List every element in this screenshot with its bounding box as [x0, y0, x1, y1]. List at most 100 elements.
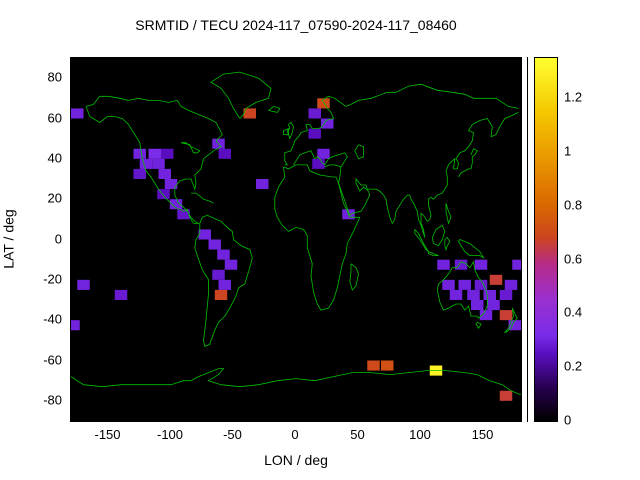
- coastline: [338, 112, 519, 238]
- tecu-cell: [308, 108, 321, 119]
- tecu-cell: [198, 229, 211, 240]
- coastline: [71, 368, 521, 396]
- x-tick-label: -50: [223, 427, 242, 442]
- x-tick-label: 150: [471, 427, 494, 442]
- tecu-cell: [454, 259, 468, 270]
- coastline: [354, 144, 364, 160]
- y-axis-label: LAT / deg: [1, 208, 18, 269]
- coastline: [180, 142, 201, 154]
- colorbar-tick-label: 1: [564, 143, 572, 159]
- tecu-cell: [449, 289, 463, 300]
- tecu-cell: [77, 279, 90, 290]
- tecu-cell: [508, 320, 521, 331]
- tecu-cell: [169, 199, 183, 210]
- tecu-cell: [114, 289, 128, 300]
- colorbar-tick-label: 0.2: [564, 358, 583, 374]
- colorbar-tick-label: 0: [564, 412, 572, 428]
- colorbar: [534, 57, 558, 422]
- tecu-cell: [479, 310, 493, 321]
- tecu-cell: [308, 128, 321, 139]
- tecu-cell: [214, 289, 228, 300]
- coastline: [284, 83, 519, 166]
- tecu-cell: [152, 158, 165, 169]
- coastline: [431, 224, 446, 247]
- x-tick-label: -150: [94, 427, 121, 442]
- coastline: [444, 236, 451, 251]
- coastline: [445, 203, 452, 225]
- y-tick-label: 60: [47, 110, 62, 125]
- colorbar-tick-label: 0.6: [564, 251, 583, 267]
- tecu-cell: [71, 320, 80, 331]
- x-tick-label: 0: [291, 427, 299, 442]
- tecu-cell: [208, 239, 221, 250]
- coastline: [283, 128, 289, 135]
- tecu-cell: [161, 148, 174, 159]
- coastline: [286, 121, 294, 139]
- coastline: [210, 71, 272, 119]
- tecu-cell: [312, 158, 325, 169]
- y-tick-label: 20: [47, 190, 62, 206]
- tecu-cell: [177, 209, 190, 220]
- coastline: [268, 105, 281, 113]
- tecu-cell: [474, 259, 488, 270]
- tecu-cell: [483, 289, 496, 300]
- tecu-cell: [243, 108, 256, 119]
- tecu-cell: [256, 179, 269, 190]
- tecu-cell: [367, 360, 380, 371]
- coastline: [436, 260, 488, 319]
- coastline: [349, 263, 359, 291]
- y-tick-label: -80: [43, 392, 62, 408]
- world-map-canvas: [71, 71, 521, 401]
- tecu-cell: [487, 300, 500, 311]
- tecu-cell: [458, 279, 471, 290]
- tecu-cell: [139, 158, 153, 169]
- tecu-cell: [164, 179, 178, 190]
- tecu-cell: [317, 148, 330, 159]
- x-tick-label: -100: [156, 427, 184, 442]
- tecu-cell: [218, 148, 231, 159]
- tecu-cell: [512, 259, 521, 270]
- tecu-cell: [499, 310, 513, 321]
- tecu-cell: [217, 249, 230, 260]
- y-tick-label: -60: [43, 352, 62, 367]
- tecu-cell: [317, 98, 330, 109]
- y-tick-label: -40: [43, 311, 62, 327]
- coastline: [428, 251, 439, 257]
- tecu-cell: [442, 279, 455, 290]
- map-plot-area: [70, 57, 522, 422]
- tecu-cell: [158, 168, 171, 179]
- tecu-cell: [133, 148, 146, 159]
- tecu-cell: [489, 274, 503, 285]
- y-tick-label: -20: [43, 271, 62, 287]
- y-tick-label: 80: [47, 69, 62, 85]
- tecu-cell: [157, 189, 170, 200]
- tecu-cell: [218, 279, 231, 290]
- tecu-cell: [133, 168, 146, 179]
- tecu-cell: [148, 148, 161, 159]
- x-tick-label: 50: [350, 427, 365, 442]
- x-tick-label: 100: [409, 427, 431, 442]
- coastline: [414, 229, 429, 252]
- tecu-cell: [499, 289, 513, 300]
- tecu-cell: [437, 259, 450, 270]
- tecu-cell: [504, 279, 518, 290]
- coastline: [475, 321, 482, 329]
- colorbar-tick-label: 1.2: [564, 89, 583, 105]
- tecu-cell: [212, 269, 225, 280]
- tecu-cell: [224, 259, 238, 270]
- y-tick-label: 40: [47, 150, 62, 166]
- coastline: [191, 192, 214, 204]
- colorbar-tick-label: 0.4: [564, 304, 583, 320]
- tecu-cell: [71, 108, 84, 119]
- tecu-cell: [471, 300, 484, 311]
- chart-title: SRMTID / TECU 2024-117_07590-2024-117_08…: [135, 17, 457, 33]
- tecu-cell: [381, 360, 394, 371]
- coastline: [293, 150, 348, 168]
- tecu-cell: [467, 289, 480, 300]
- coastline: [503, 307, 518, 333]
- tecu-cell: [499, 390, 513, 401]
- x-axis-label: LON / deg: [264, 452, 328, 468]
- colorbar-separator-line: [527, 57, 528, 422]
- coastline: [274, 164, 361, 311]
